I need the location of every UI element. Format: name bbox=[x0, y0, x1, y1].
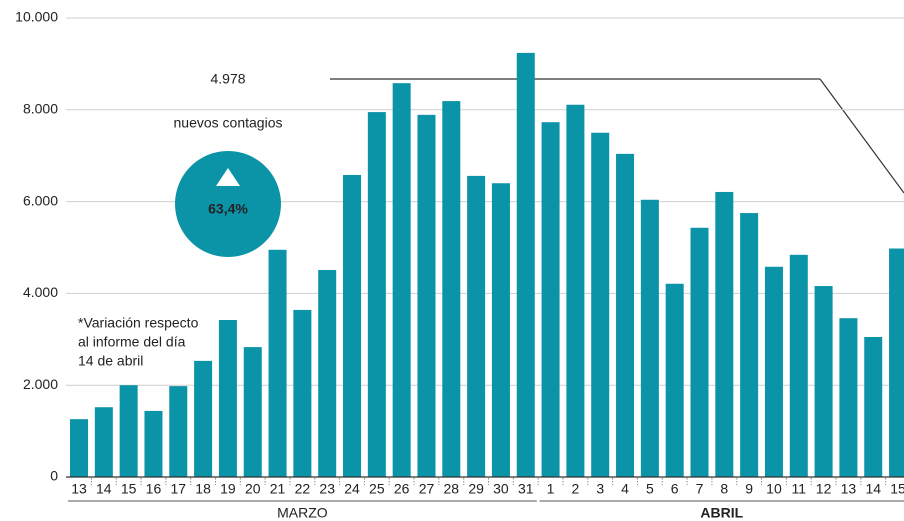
x-tick-label: 8 bbox=[720, 481, 728, 497]
up-arrow bbox=[216, 168, 240, 186]
change-badge bbox=[175, 151, 281, 257]
y-tick-label: 0 bbox=[50, 468, 58, 484]
note-line: al informe del día bbox=[78, 334, 186, 350]
bar bbox=[839, 318, 858, 477]
x-tick-label: 13 bbox=[71, 481, 87, 497]
x-tick-label: 6 bbox=[671, 481, 679, 497]
x-tick-label: 15 bbox=[121, 481, 137, 497]
y-tick-label: 6.000 bbox=[23, 192, 58, 208]
bar bbox=[194, 360, 213, 477]
x-tick-label: 9 bbox=[745, 481, 753, 497]
x-tick-label: 22 bbox=[295, 481, 311, 497]
bar bbox=[789, 254, 808, 477]
x-tick-label: 30 bbox=[493, 481, 509, 497]
headline-label: nuevos contagios bbox=[174, 115, 283, 131]
bar bbox=[764, 266, 783, 477]
bar bbox=[343, 174, 362, 477]
bar bbox=[889, 248, 904, 477]
x-tick-label: 26 bbox=[394, 481, 410, 497]
bar bbox=[814, 286, 833, 477]
bar bbox=[144, 410, 163, 477]
x-tick-label: 18 bbox=[195, 481, 211, 497]
x-tick-label: 1 bbox=[547, 481, 555, 497]
x-tick-label: 17 bbox=[170, 481, 186, 497]
bar bbox=[616, 153, 635, 477]
bar bbox=[70, 419, 88, 477]
x-tick-label: 12 bbox=[816, 481, 832, 497]
x-tick-label: 14 bbox=[96, 481, 112, 497]
x-tick-label: 31 bbox=[518, 481, 534, 497]
bar bbox=[690, 227, 709, 477]
x-tick-label: 10 bbox=[766, 481, 782, 497]
x-tick-label: 2 bbox=[572, 481, 580, 497]
bar bbox=[392, 83, 411, 477]
bar bbox=[715, 191, 734, 477]
bar bbox=[268, 249, 287, 477]
bar bbox=[541, 122, 560, 478]
x-tick-label: 3 bbox=[596, 481, 604, 497]
change-value: 63,4% bbox=[208, 201, 248, 217]
x-tick-label: 16 bbox=[146, 481, 162, 497]
bar bbox=[367, 112, 386, 477]
x-tick-label: 4 bbox=[621, 481, 629, 497]
note-line: *Variación respecto bbox=[78, 315, 199, 331]
bar bbox=[293, 309, 312, 477]
x-tick-label: 27 bbox=[419, 481, 435, 497]
bar bbox=[591, 132, 610, 477]
x-tick-label: 11 bbox=[792, 481, 807, 497]
month-label: MARZO bbox=[277, 505, 328, 521]
x-tick-label: 13 bbox=[841, 481, 857, 497]
x-tick-label: 14 bbox=[865, 481, 881, 497]
bar bbox=[119, 385, 138, 477]
x-tick-label: 15 bbox=[890, 481, 904, 497]
bar bbox=[640, 199, 659, 477]
y-tick-label: 4.000 bbox=[23, 284, 58, 300]
bar bbox=[566, 104, 585, 477]
x-tick-label: 24 bbox=[344, 481, 360, 497]
headline-value: 4.978 bbox=[210, 71, 245, 87]
x-tick-label: 23 bbox=[319, 481, 335, 497]
y-tick-label: 10.000 bbox=[15, 9, 58, 25]
bar bbox=[864, 337, 883, 477]
x-tick-label: 29 bbox=[468, 481, 484, 497]
x-tick-label: 21 bbox=[270, 481, 286, 497]
x-tick-label: 25 bbox=[369, 481, 385, 497]
x-tick-label: 7 bbox=[696, 481, 704, 497]
x-tick-label: 20 bbox=[245, 481, 261, 497]
y-tick-label: 2.000 bbox=[23, 376, 58, 392]
note-line: 14 de abril bbox=[78, 353, 143, 369]
bar bbox=[665, 283, 684, 477]
x-tick-label: 19 bbox=[220, 481, 236, 497]
bar bbox=[417, 114, 436, 477]
x-tick-label: 28 bbox=[444, 481, 460, 497]
bar bbox=[318, 269, 337, 477]
month-label: ABRIL bbox=[700, 505, 743, 521]
bar bbox=[740, 213, 759, 477]
bar bbox=[516, 52, 535, 477]
bar bbox=[467, 175, 486, 477]
bar bbox=[94, 407, 113, 477]
y-tick-label: 8.000 bbox=[23, 101, 58, 117]
bar bbox=[218, 320, 237, 477]
x-tick-label: 5 bbox=[646, 481, 654, 497]
bar bbox=[491, 183, 510, 478]
annotation-line bbox=[819, 78, 904, 194]
bar bbox=[243, 347, 262, 477]
bar bbox=[169, 386, 188, 477]
bar bbox=[442, 101, 461, 477]
